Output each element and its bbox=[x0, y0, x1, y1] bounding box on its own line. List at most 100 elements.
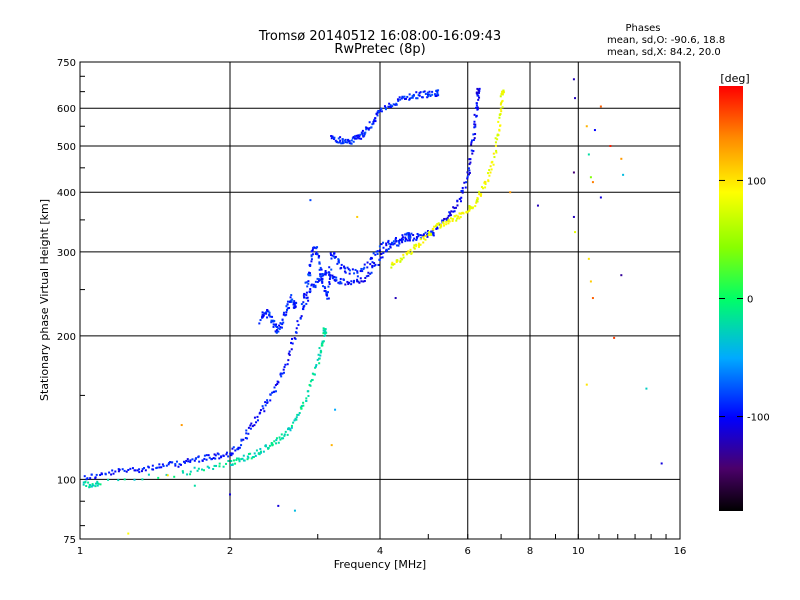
data-point bbox=[413, 247, 416, 250]
data-point bbox=[273, 386, 276, 389]
data-point bbox=[458, 197, 461, 200]
data-point bbox=[422, 233, 425, 236]
data-point bbox=[184, 461, 187, 464]
data-point bbox=[346, 280, 349, 283]
data-point bbox=[362, 280, 365, 283]
data-point bbox=[429, 232, 432, 235]
data-point bbox=[152, 468, 155, 471]
data-point bbox=[296, 413, 299, 416]
data-point bbox=[416, 97, 419, 100]
data-point bbox=[321, 340, 324, 343]
data-point bbox=[318, 268, 321, 271]
data-point bbox=[417, 235, 420, 238]
data-point bbox=[325, 331, 328, 334]
data-point bbox=[333, 275, 336, 278]
data-point bbox=[238, 446, 241, 449]
data-point bbox=[328, 266, 331, 269]
data-point bbox=[392, 263, 395, 266]
data-point bbox=[495, 149, 498, 152]
data-point bbox=[486, 172, 489, 175]
data-point bbox=[498, 116, 501, 119]
data-point bbox=[376, 114, 379, 117]
data-point bbox=[400, 239, 403, 242]
data-point bbox=[413, 237, 416, 240]
data-point bbox=[331, 136, 334, 139]
data-point bbox=[318, 261, 321, 264]
data-point bbox=[467, 167, 470, 170]
data-point bbox=[424, 92, 427, 95]
data-point bbox=[415, 245, 418, 248]
data-point bbox=[321, 280, 324, 283]
data-point bbox=[470, 207, 473, 210]
data-point bbox=[112, 472, 115, 475]
data-point bbox=[428, 93, 431, 96]
data-points bbox=[82, 78, 663, 535]
axis-ticks: 1 2 4 6 8 10 16 75 100 200 300 400 500 600 750 bbox=[57, 58, 686, 557]
data-point bbox=[354, 137, 357, 140]
data-point bbox=[417, 245, 420, 248]
data-point bbox=[474, 133, 477, 136]
data-point bbox=[338, 141, 341, 144]
data-point bbox=[100, 473, 103, 476]
data-point bbox=[264, 401, 267, 404]
data-point bbox=[310, 258, 313, 261]
data-point bbox=[311, 378, 314, 381]
data-point bbox=[99, 483, 102, 486]
data-point bbox=[371, 266, 374, 269]
data-point bbox=[138, 471, 141, 474]
data-point bbox=[419, 91, 422, 94]
data-point bbox=[458, 217, 461, 220]
data-point bbox=[356, 136, 359, 139]
data-point bbox=[475, 201, 478, 204]
data-point bbox=[331, 254, 334, 257]
data-point bbox=[369, 258, 372, 261]
data-point bbox=[240, 444, 243, 447]
data-point bbox=[281, 437, 284, 440]
data-point bbox=[310, 254, 313, 257]
data-point bbox=[290, 341, 293, 344]
data-point bbox=[308, 264, 311, 267]
data-point bbox=[277, 441, 280, 444]
data-point bbox=[347, 140, 350, 143]
data-point bbox=[316, 253, 319, 256]
data-point bbox=[262, 407, 265, 410]
data-point bbox=[255, 449, 258, 452]
x-tick-label: 2 bbox=[227, 546, 233, 557]
data-point bbox=[388, 102, 391, 105]
data-point bbox=[275, 437, 278, 440]
data-point bbox=[87, 481, 90, 484]
data-point bbox=[387, 247, 390, 250]
data-point bbox=[271, 391, 274, 394]
data-point bbox=[296, 320, 299, 323]
data-point bbox=[371, 257, 374, 260]
series-o-trace-f2-cusp bbox=[435, 87, 481, 230]
data-point bbox=[436, 227, 439, 230]
data-point bbox=[287, 352, 290, 355]
data-point bbox=[391, 242, 394, 245]
data-point bbox=[90, 485, 93, 488]
data-point bbox=[473, 123, 476, 126]
scatter-point bbox=[660, 462, 663, 465]
data-point bbox=[169, 461, 172, 464]
data-point bbox=[432, 228, 435, 231]
data-point bbox=[378, 249, 381, 252]
data-point bbox=[399, 239, 402, 242]
data-point bbox=[86, 477, 89, 480]
data-point bbox=[140, 470, 143, 473]
data-point bbox=[447, 222, 450, 225]
data-point bbox=[227, 455, 230, 458]
data-point bbox=[427, 95, 430, 98]
data-point bbox=[293, 300, 296, 303]
data-point bbox=[302, 401, 305, 404]
data-point bbox=[393, 242, 396, 245]
data-point bbox=[405, 97, 408, 100]
data-point bbox=[281, 372, 284, 375]
data-point bbox=[374, 117, 377, 120]
data-point bbox=[394, 103, 397, 106]
plot-frame bbox=[79, 61, 681, 540]
data-point bbox=[494, 144, 497, 147]
data-point bbox=[377, 110, 380, 113]
data-point bbox=[328, 271, 331, 274]
data-point bbox=[379, 256, 382, 259]
chart-title: Tromsø 20140512 16:08:00-16:09:43 bbox=[258, 29, 501, 44]
